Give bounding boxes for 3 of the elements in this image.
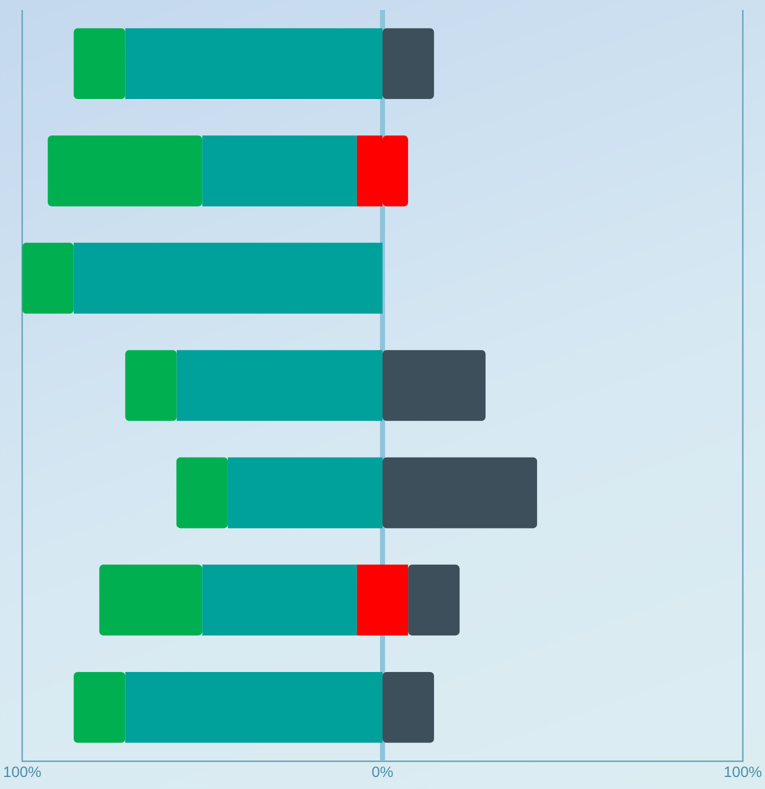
x-tick-label: 100% [724, 764, 762, 782]
x-tick-label: 100% [2, 764, 42, 782]
x-tick-label: 0% [372, 764, 394, 782]
